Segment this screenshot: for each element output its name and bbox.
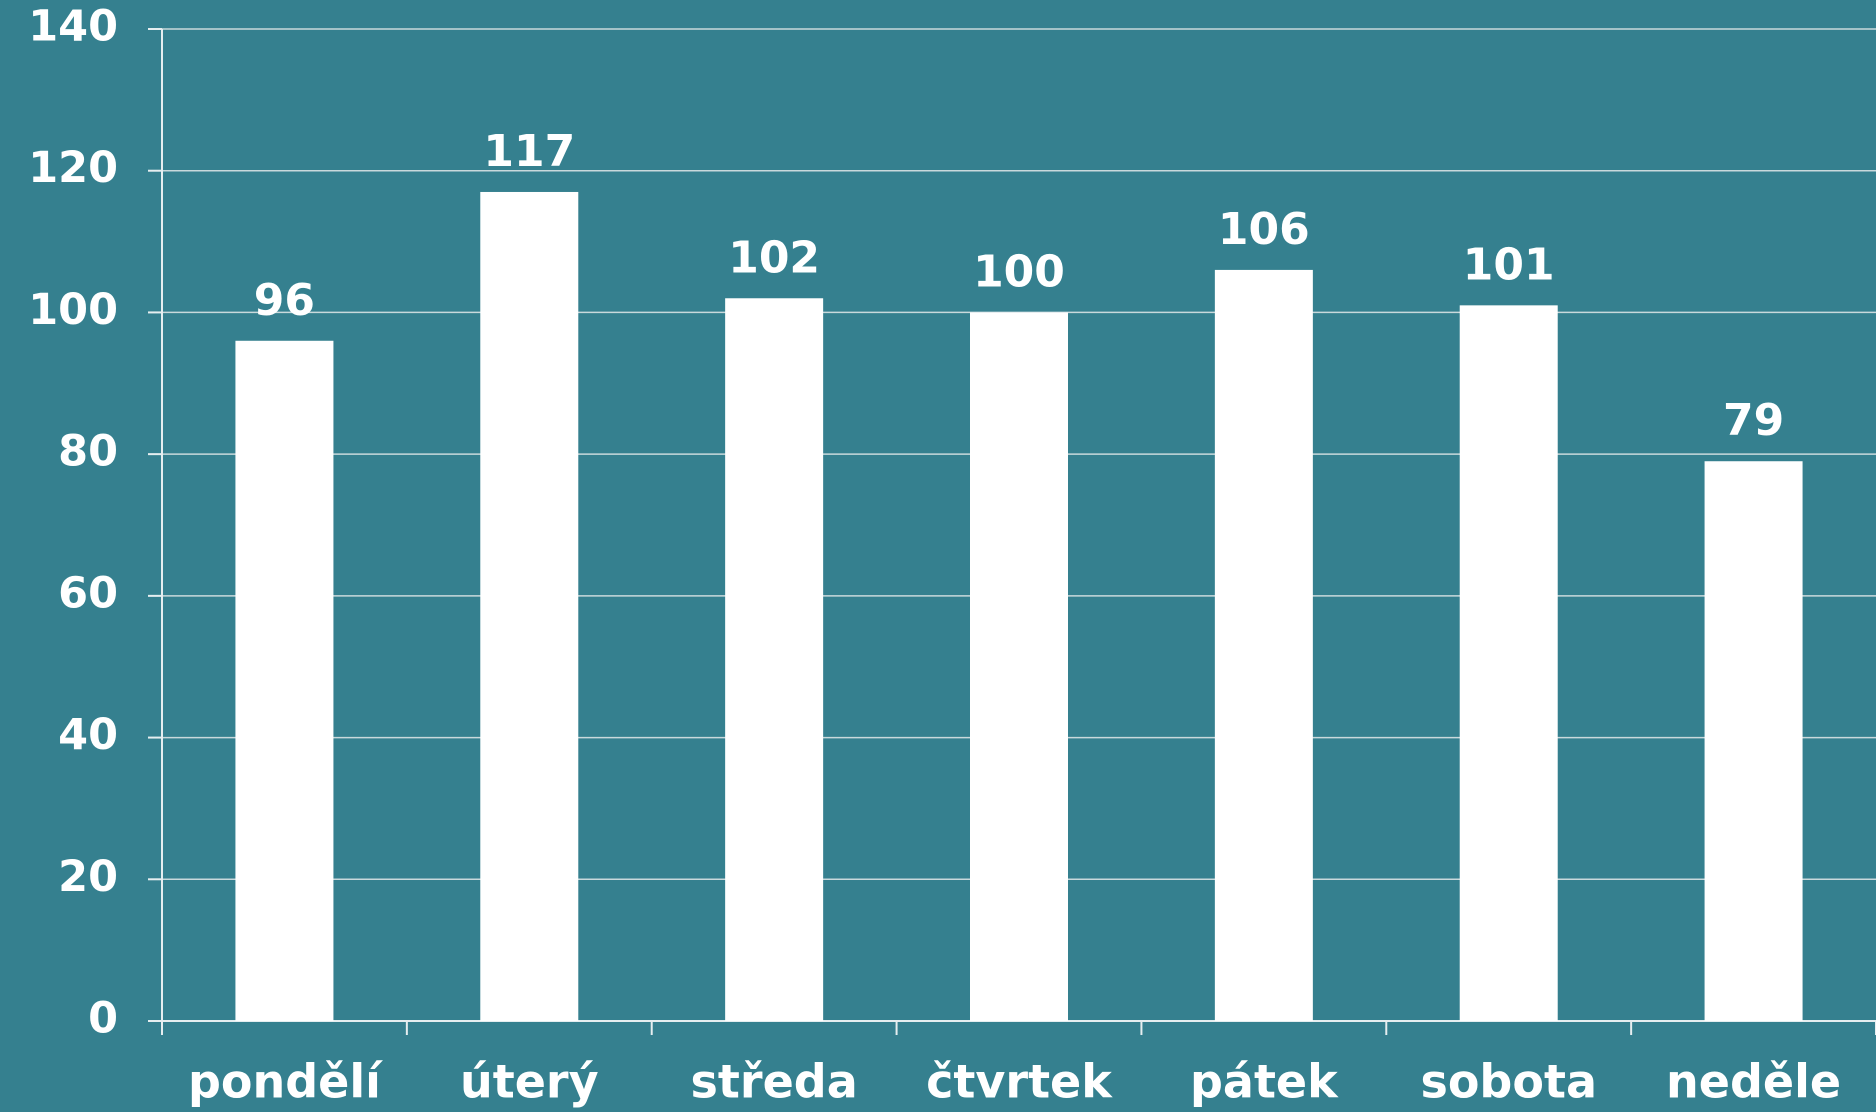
bar [1459,305,1558,1021]
value-label: 79 [1723,395,1784,446]
bar [480,191,579,1021]
value-label: 117 [483,126,575,177]
y-tick-label: 140 [28,2,118,52]
x-tick-label: úterý [460,1055,599,1109]
bar [1214,269,1313,1021]
value-label: 101 [1463,239,1555,290]
value-label: 106 [1218,204,1310,255]
y-tick-label: 0 [88,994,118,1044]
value-label: 100 [973,246,1065,297]
value-label: 96 [254,275,315,326]
y-tick-label: 120 [28,143,118,193]
bar [1704,461,1803,1021]
y-tick-label: 80 [58,427,118,477]
x-tick-label: sobota [1420,1055,1597,1109]
y-tick-label: 60 [58,568,118,618]
value-label: 102 [728,232,820,283]
x-tick-label: pondělí [188,1055,383,1109]
x-tick-label: neděle [1666,1055,1841,1109]
bar [970,312,1068,1021]
bar [235,340,334,1021]
y-tick-label: 100 [28,285,118,335]
bar [725,298,824,1021]
y-tick-label: 40 [58,710,118,760]
x-tick-label: středa [691,1055,858,1109]
x-tick-label: čtvrtek [926,1055,1113,1109]
y-tick-label: 20 [58,852,118,902]
x-tick-label: pátek [1190,1055,1339,1109]
